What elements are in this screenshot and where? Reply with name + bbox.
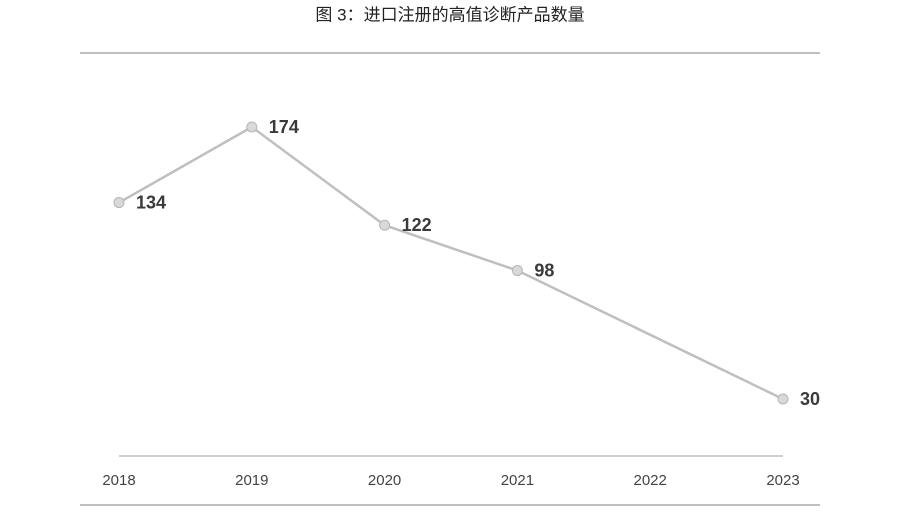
value-label: 122 <box>402 215 432 235</box>
line <box>118 125 784 401</box>
point <box>511 265 523 277</box>
x-tick-label: 2020 <box>368 472 401 489</box>
x-tick-label: 2021 <box>501 472 534 489</box>
x-tick-label: 2022 <box>634 472 667 489</box>
point <box>777 393 789 405</box>
point <box>113 197 125 209</box>
x-tick-label: 2018 <box>102 472 135 489</box>
chart-title: 图 3：进口注册的高值诊断产品数量 <box>315 5 584 24</box>
value-label: 98 <box>534 260 554 280</box>
point <box>379 219 391 231</box>
point <box>246 121 258 133</box>
x-tick-label: 2023 <box>766 472 799 489</box>
value-label: 174 <box>269 117 299 137</box>
value-label: 134 <box>136 192 166 212</box>
x-tick-label: 2019 <box>235 472 268 489</box>
value-label: 30 <box>800 389 820 409</box>
